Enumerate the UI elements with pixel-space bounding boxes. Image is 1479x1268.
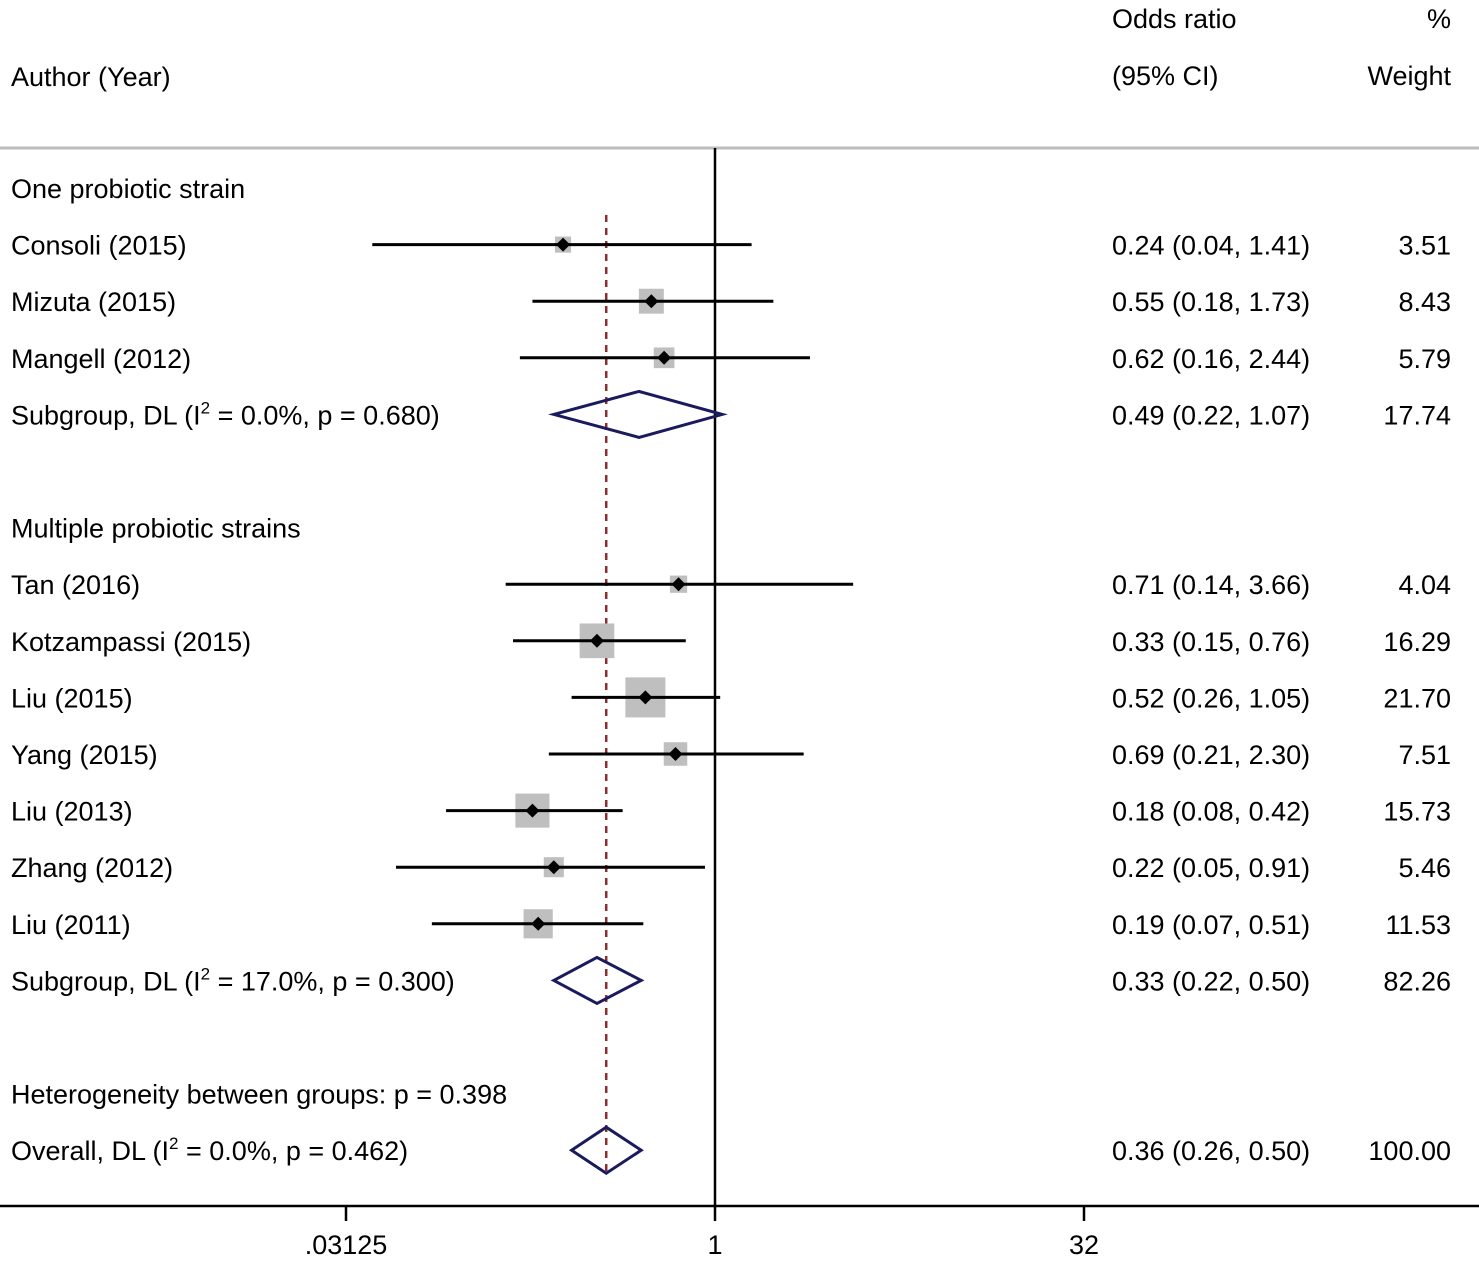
forest-rows: One probiotic strain Consoli (2015) 0.24 (… [11,174,1451,1175]
effect-size-ci-text: 0.71 (0.14, 3.66) [1112,570,1310,600]
effect-size-ci-text: 0.33 (0.22, 0.50) [1112,966,1310,996]
weight-text: 16.29 [1383,627,1451,657]
weight-text: 7.51 [1398,740,1451,770]
point-estimate-marker [657,350,672,365]
study-label: Liu (2013) [11,797,133,827]
row-label-suffix: = 0.0%, p = 0.680) [210,400,440,430]
study-label: Liu (2015) [11,683,133,713]
row-label-prefix: Overall, DL (I [11,1136,169,1166]
row-label-superscript: 2 [169,1134,178,1153]
effect-size-ci-text: 0.22 (0.05, 0.91) [1112,853,1310,883]
row-label-overall: Overall, DL (I2 = 0.0%, p = 0.462) [11,1134,408,1166]
header: Author (Year) Odds ratio (95% CI) % Weig… [0,4,1479,150]
effect-size-ci-text: 0.49 (0.22, 1.07) [1112,400,1310,430]
study-label: Zhang (2012) [11,853,173,883]
x-axis: .03125 1 32 [0,1204,1479,1260]
subgroup-diamond [548,389,728,439]
x-axis-tick-label: 1 [707,1230,722,1260]
point-estimate-marker [668,747,683,761]
row-label-superscript: 2 [201,398,210,417]
weight-text: 100.00 [1368,1136,1451,1166]
weight-text: 21.70 [1383,683,1451,713]
study-label: Tan (2016) [11,570,140,600]
effect-size-ci-text: 0.36 (0.26, 0.50) [1112,1136,1310,1166]
point-estimate-marker [546,860,561,875]
weight-text: 8.43 [1398,287,1451,317]
header-es-label-line1: Odds ratio [1112,4,1237,34]
group-heading: Multiple probiotic strains [11,514,301,544]
header-weight-label-line2: Weight [1367,61,1451,91]
heterogeneity-note: Heterogeneity between groups: p = 0.398 [11,1080,507,1110]
header-weight-label-line1: % [1427,4,1451,34]
group-heading: One probiotic strain [11,174,245,204]
point-estimate-marker [525,803,540,818]
row-label-suffix: = 0.0%, p = 0.462) [179,1136,409,1166]
row-label-prefix: Subgroup, DL (I [11,966,201,996]
x-axis-tick-label: 32 [1069,1230,1099,1260]
study-label: Mangell (2012) [11,344,191,374]
subgroup-diamond [550,955,645,1006]
effect-size-ci-text: 0.62 (0.16, 2.44) [1112,344,1310,374]
point-estimate-marker [671,577,686,592]
point-estimate-marker [589,633,604,648]
effect-size-ci-text: 0.18 (0.08, 0.42) [1112,797,1310,827]
row-label-subgroup: Subgroup, DL (I2 = 0.0%, p = 0.680) [11,398,440,430]
weight-text: 5.46 [1398,853,1451,883]
weight-text: 82.26 [1383,966,1451,996]
row-label-prefix: Subgroup, DL (I [11,400,201,430]
point-estimate-marker [638,690,653,705]
study-label: Consoli (2015) [11,231,187,261]
weight-text: 11.53 [1385,910,1451,940]
weight-text: 4.04 [1398,570,1451,600]
study-label: Mizuta (2015) [11,287,176,317]
row-label-subgroup: Subgroup, DL (I2 = 17.0%, p = 0.300) [11,964,455,996]
effect-size-ci-text: 0.19 (0.07, 0.51) [1112,910,1310,940]
weight-text: 17.74 [1383,400,1451,430]
weight-text: 5.79 [1398,344,1451,374]
weight-text: 15.73 [1383,797,1451,827]
weight-text: 3.51 [1398,231,1451,261]
effect-size-ci-text: 0.52 (0.26, 1.05) [1112,683,1310,713]
effect-size-ci-text: 0.24 (0.04, 1.41) [1112,231,1310,261]
point-estimate-marker [556,237,571,252]
study-label: Kotzampassi (2015) [11,627,251,657]
point-estimate-marker [531,916,546,931]
effect-size-ci-text: 0.55 (0.18, 1.73) [1112,287,1310,317]
study-label: Yang (2015) [11,740,158,770]
effect-size-ci-text: 0.69 (0.21, 2.30) [1112,740,1310,770]
row-label-suffix: = 17.0%, p = 0.300) [210,966,455,996]
overall-diamond [568,1125,644,1175]
study-label: Liu (2011) [11,910,131,940]
header-es-label-line2: (95% CI) [1112,61,1219,91]
row-label-superscript: 2 [201,964,210,983]
point-estimate-marker [644,294,659,309]
x-axis-tick-label: .03125 [305,1230,388,1260]
header-study-label: Author (Year) [11,62,171,92]
effect-size-ci-text: 0.33 (0.15, 0.76) [1112,627,1310,657]
